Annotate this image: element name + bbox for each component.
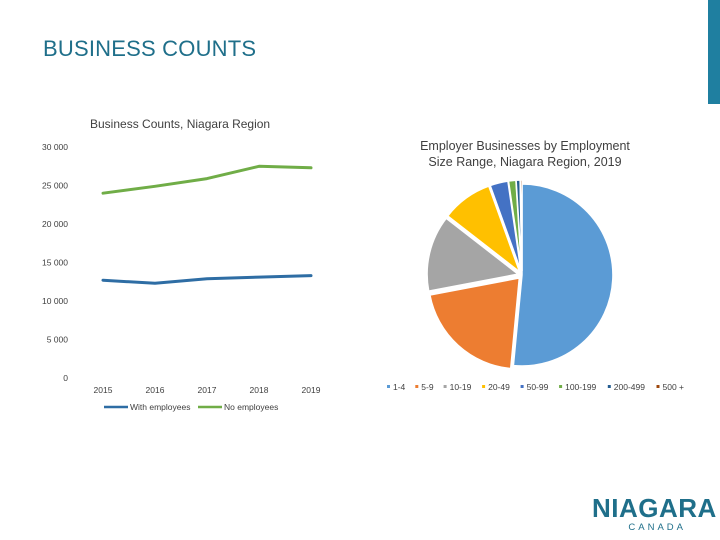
legend-label-1: With employees [130,402,190,412]
pie-legend-label: 20-49 [488,382,510,392]
slide-title: BUSINESS COUNTS [43,36,257,61]
y-tick-label: 10 000 [42,296,68,306]
x-tick-label: 2016 [146,385,165,395]
x-tick-label: 2019 [302,385,321,395]
y-tick-label: 20 000 [42,219,68,229]
x-tick-label: 2017 [198,385,217,395]
pie-legend-swatch [607,385,611,388]
pie-legend-label: 500 + [663,382,685,392]
pie-title-line-2: Size Range, Niagara Region, 2019 [428,155,622,169]
pie-legend-swatch [415,385,419,388]
pie-legend-label: 10-19 [450,382,472,392]
pie-legend-label: 50-99 [527,382,549,392]
pie-legend-swatch [656,385,660,388]
line-chart-title: Business Counts, Niagara Region [90,117,271,131]
niagara-logo: NIAGARA CANADA [592,493,717,535]
pie-legend-swatch [559,385,563,388]
pie-legend-label: 100-199 [565,382,596,392]
y-tick-label: 15 000 [42,258,68,268]
x-tick-label: 2018 [250,385,269,395]
pie-legend-label: 5-9 [421,382,434,392]
pie-slice-10-19 [426,217,520,292]
pie-title-line-1: Employer Businesses by Employment [420,139,630,153]
pie-legend-swatch [520,385,524,388]
logo-word: NIAGARA [592,493,717,523]
series-line-1 [101,274,313,285]
pie-chart-title: Employer Businesses by Employment Size R… [380,138,670,170]
pie-legend-swatch [482,385,486,388]
pie-slice-5-9 [429,277,521,370]
pie-legend-label: 200-499 [614,382,645,392]
logo-sub: CANADA [628,522,686,533]
y-tick-label: 5 000 [47,335,69,345]
y-tick-label: 0 [63,373,68,383]
y-tick-label: 30 000 [42,142,68,152]
series-line-2 [101,164,313,195]
pie-legend-swatch [387,385,390,388]
accent-bar [708,0,720,104]
legend-label-2: No employees [224,402,278,412]
pie-slice-500- [519,179,523,272]
y-tick-label: 25 000 [42,181,68,191]
pie-legend-swatch [443,385,447,388]
pie-legend-label: 1-4 [393,382,406,392]
pie-slice-1-4 [512,183,614,367]
x-tick-label: 2015 [94,385,113,395]
pie-slice-20-49 [446,185,522,274]
